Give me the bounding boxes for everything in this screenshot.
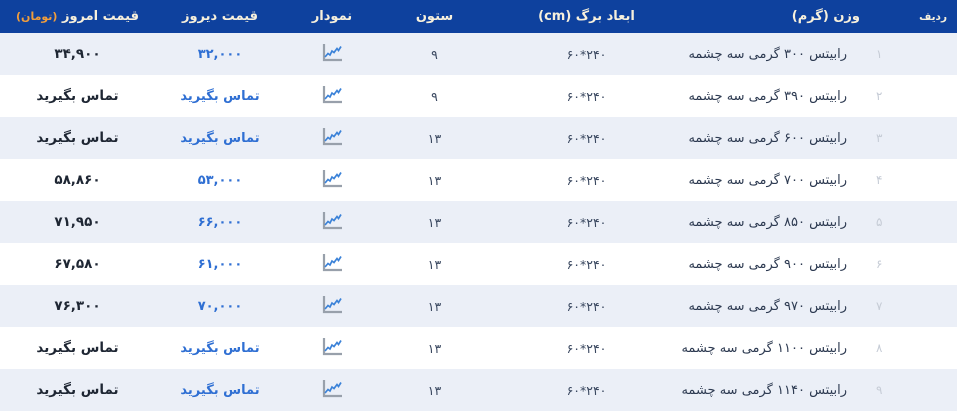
row-number: ۹ [876, 383, 883, 397]
today-price: تماس بگیرید [36, 88, 119, 104]
header-today-price-label: قیمت امروز [61, 9, 139, 24]
table-row: ۳ رابیتس ۶۰۰ گرمی سه چشمه ۶۰*۲۴۰ ۱۳ تماس… [0, 117, 957, 159]
header-sheet-size: ابعاد برگ (cm) [490, 0, 683, 33]
line-chart-icon[interactable] [318, 41, 346, 65]
line-chart-icon[interactable] [318, 251, 346, 275]
column-count: ۱۳ [427, 214, 442, 230]
product-name: رابیتس ۹۷۰ گرمی سه چشمه [688, 298, 847, 314]
yesterday-price: تماس بگیرید [155, 75, 285, 117]
call-us-link[interactable]: تماس بگیرید [180, 340, 260, 356]
header-yesterday-price: قیمت دیروز [155, 0, 285, 33]
row-number: ۱ [876, 47, 883, 61]
today-price: ۷۶,۳۰۰ [54, 298, 101, 314]
header-today-price: قیمت امروز (تومان) [0, 0, 155, 33]
call-us-link[interactable]: تماس بگیرید [180, 382, 260, 398]
column-count: ۱۳ [427, 130, 442, 146]
row-number: ۳ [876, 131, 883, 145]
today-price: تماس بگیرید [36, 340, 119, 356]
chart-cell [285, 327, 379, 369]
row-number: ۵ [876, 215, 883, 229]
table-row: ۷ رابیتس ۹۷۰ گرمی سه چشمه ۶۰*۲۴۰ ۱۳ ۷۰,۰… [0, 285, 957, 327]
sheet-size: ۶۰*۲۴۰ [566, 340, 607, 356]
table-row: ۵ رابیتس ۸۵۰ گرمی سه چشمه ۶۰*۲۴۰ ۱۳ ۶۶,۰… [0, 201, 957, 243]
table-header: ردیف وزن (گرم) ابعاد برگ (cm) ستون نمودا… [0, 0, 957, 33]
yesterday-price: تماس بگیرید [155, 327, 285, 369]
yesterday-price: ۶۶,۰۰۰ [197, 214, 243, 230]
header-weight: وزن (گرم) [683, 0, 862, 33]
column-count: ۹ [431, 88, 438, 104]
chart-cell [285, 33, 379, 75]
yesterday-price: تماس بگیرید [155, 369, 285, 411]
sheet-size: ۶۰*۲۴۰ [566, 298, 607, 314]
row-number: ۲ [876, 89, 883, 103]
row-number: ۷ [876, 299, 883, 313]
yesterday-price: ۵۳,۰۰۰ [197, 172, 243, 188]
row-number: ۶ [876, 257, 883, 271]
product-name: رابیتس ۳۰۰ گرمی سه چشمه [688, 46, 847, 62]
sheet-size: ۶۰*۲۴۰ [566, 130, 607, 146]
line-chart-icon[interactable] [318, 167, 346, 191]
table-row: ۱ رابیتس ۳۰۰ گرمی سه چشمه ۶۰*۲۴۰ ۹ ۳۲,۰۰… [0, 33, 957, 75]
table-row: ۶ رابیتس ۹۰۰ گرمی سه چشمه ۶۰*۲۴۰ ۱۳ ۶۱,۰… [0, 243, 957, 285]
yesterday-price: ۶۱,۰۰۰ [197, 256, 243, 272]
column-count: ۱۳ [427, 382, 442, 398]
table-row: ۴ رابیتس ۷۰۰ گرمی سه چشمه ۶۰*۲۴۰ ۱۳ ۵۳,۰… [0, 159, 957, 201]
chart-cell [285, 285, 379, 327]
line-chart-icon[interactable] [318, 83, 346, 107]
product-name: رابیتس ۳۹۰ گرمی سه چشمه [688, 88, 847, 104]
header-column: ستون [379, 0, 490, 33]
sheet-size: ۶۰*۲۴۰ [566, 88, 607, 104]
row-number: ۴ [876, 173, 883, 187]
line-chart-icon[interactable] [318, 377, 346, 401]
header-row-number: ردیف [862, 0, 957, 33]
today-price: ۷۱,۹۵۰ [54, 214, 101, 230]
product-name: رابیتس ۷۰۰ گرمی سه چشمه [688, 172, 847, 188]
line-chart-icon[interactable] [318, 293, 346, 317]
column-count: ۱۳ [427, 172, 442, 188]
yesterday-price: ۷۰,۰۰۰ [197, 298, 243, 314]
today-price: ۵۸,۸۶۰ [54, 172, 101, 188]
column-count: ۹ [431, 46, 438, 62]
chart-cell [285, 75, 379, 117]
product-name: رابیتس ۹۰۰ گرمی سه چشمه [688, 256, 847, 272]
header-chart: نمودار [285, 0, 379, 33]
header-today-price-unit: (تومان) [16, 10, 58, 23]
chart-cell [285, 243, 379, 285]
today-price: تماس بگیرید [36, 382, 119, 398]
sheet-size: ۶۰*۲۴۰ [566, 256, 607, 272]
table-row: ۸ رابیتس ۱۱۰۰ گرمی سه چشمه ۶۰*۲۴۰ ۱۳ تما… [0, 327, 957, 369]
chart-cell [285, 117, 379, 159]
sheet-size: ۶۰*۲۴۰ [566, 214, 607, 230]
column-count: ۱۳ [427, 298, 442, 314]
today-price: ۳۴,۹۰۰ [54, 46, 101, 62]
sheet-size: ۶۰*۲۴۰ [566, 46, 607, 62]
sheet-size: ۶۰*۲۴۰ [566, 382, 607, 398]
call-us-link[interactable]: تماس بگیرید [180, 130, 260, 146]
table-row: ۹ رابیتس ۱۱۴۰ گرمی سه چشمه ۶۰*۲۴۰ ۱۳ تما… [0, 369, 957, 411]
chart-cell [285, 201, 379, 243]
chart-cell [285, 159, 379, 201]
yesterday-price: تماس بگیرید [155, 117, 285, 159]
product-name: رابیتس ۱۱۴۰ گرمی سه چشمه [681, 382, 847, 398]
call-us-link[interactable]: تماس بگیرید [180, 88, 260, 104]
today-price: تماس بگیرید [36, 130, 119, 146]
product-name: رابیتس ۸۵۰ گرمی سه چشمه [688, 214, 847, 230]
today-price: ۶۷,۵۸۰ [54, 256, 101, 272]
product-name: رابیتس ۶۰۰ گرمی سه چشمه [688, 130, 847, 146]
line-chart-icon[interactable] [318, 209, 346, 233]
line-chart-icon[interactable] [318, 125, 346, 149]
column-count: ۱۳ [427, 256, 442, 272]
yesterday-price: ۳۲,۰۰۰ [197, 46, 243, 62]
line-chart-icon[interactable] [318, 335, 346, 359]
sheet-size: ۶۰*۲۴۰ [566, 172, 607, 188]
chart-cell [285, 369, 379, 411]
row-number: ۸ [876, 341, 883, 355]
table-row: ۲ رابیتس ۳۹۰ گرمی سه چشمه ۶۰*۲۴۰ ۹ تماس … [0, 75, 957, 117]
column-count: ۱۳ [427, 340, 442, 356]
product-name: رابیتس ۱۱۰۰ گرمی سه چشمه [681, 340, 847, 356]
